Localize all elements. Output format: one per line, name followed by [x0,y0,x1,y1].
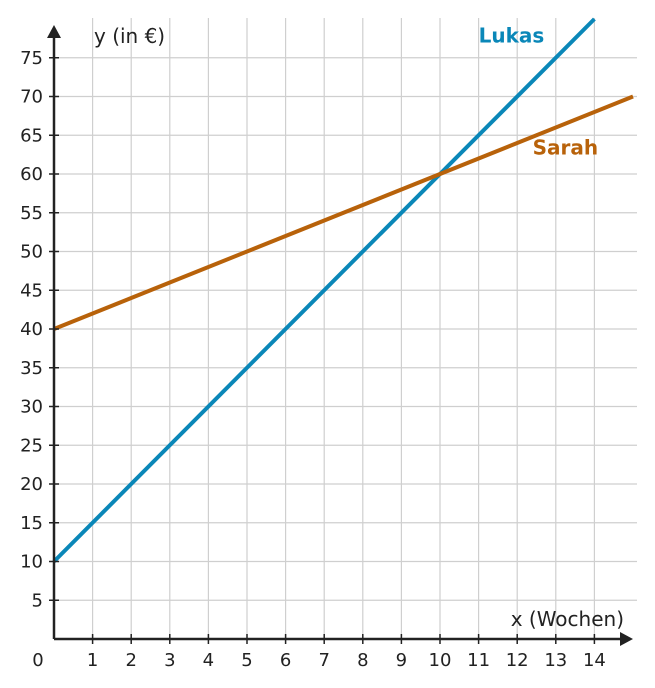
x-tick-label: 12 [506,650,529,671]
x-tick-label: 9 [396,650,407,671]
x-tick-label: 10 [429,650,452,671]
x-tick-label: 7 [318,650,329,671]
x-tick-label: 5 [241,650,252,671]
x-tick-label: 2 [125,650,136,671]
y-tick-label: 15 [20,513,43,534]
y-tick-label: 30 [20,397,43,418]
y-tick-label: 65 [20,125,43,146]
y-tick-label: 60 [20,164,43,185]
y-tick-label: 70 [20,87,43,108]
y-tick-label: 35 [20,358,43,379]
x-tick-label: 11 [467,650,490,671]
y-tick-label: 55 [20,203,43,224]
y-tick-label: 45 [20,280,43,301]
series-line-sarah [53,94,634,331]
series-line-lukas [52,17,596,563]
series-lines [52,17,634,563]
y-axis-label: y (in €) [94,24,165,48]
series-label-sarah: Sarah [533,136,599,160]
y-tick-label: 40 [20,319,43,340]
tick-labels: 1 2 3 4 5 6 7 8 9 10 11 12 13 14510152025303540455055… [20,48,606,671]
series-labels: Lukas Sarah [479,23,599,159]
x-tick-label: 13 [544,650,567,671]
y-tick-label: 20 [20,474,43,495]
y-axis-arrow [47,25,61,38]
x-tick-label: 14 [583,650,606,671]
y-tick-label: 25 [20,435,43,456]
y-tick-label: 10 [20,552,43,573]
axes [47,25,633,646]
y-tick-label: 50 [20,242,43,263]
x-axis-arrow [620,632,633,646]
x-tick-label: 6 [280,650,291,671]
grid [54,18,637,639]
y-tick-label: 5 [32,590,43,611]
origin-label: 0 [32,650,43,671]
x-tick-label: 1 [87,650,98,671]
y-tick-label: 75 [20,48,43,69]
x-tick-label: 8 [357,650,368,671]
series-label-lukas: Lukas [479,23,545,47]
x-tick-label: 4 [203,650,214,671]
x-tick-label: 3 [164,650,175,671]
x-axis-label: x (Wochen) [511,607,624,631]
